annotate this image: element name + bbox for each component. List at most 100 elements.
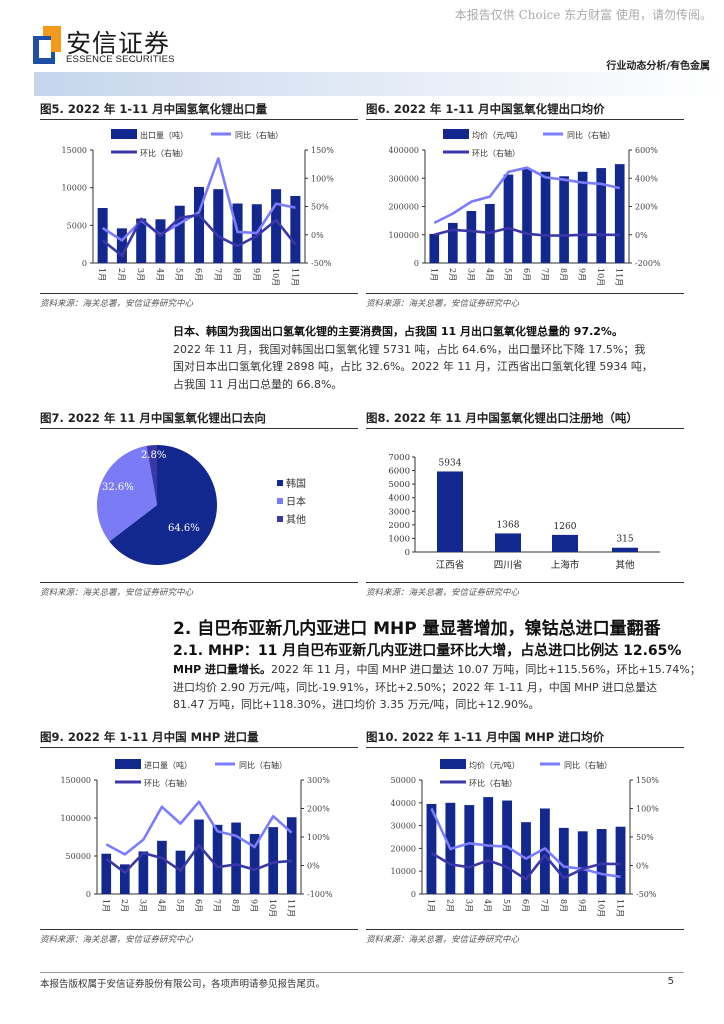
y-tick-label: 6000 (388, 467, 410, 477)
y-tick-label: 100000 (388, 231, 419, 240)
brand-name: 安信证券 (66, 29, 171, 58)
x-tick-label: 4月 (485, 268, 494, 281)
bar (503, 174, 514, 263)
y-tick-label: 7000 (388, 453, 410, 463)
x-tick-label: 4月 (483, 899, 492, 912)
pie-slice-3 (146, 445, 157, 505)
page-number: 5 (667, 976, 674, 987)
x-tick-label: 7月 (541, 268, 550, 281)
legend-label: 出口量（吨） (140, 130, 188, 140)
chart-export-registration: 7000 6000 5000 4000 3000 2000 1000 0 5934 江西省 1368… (388, 453, 660, 571)
bar (231, 822, 241, 894)
bar (119, 864, 130, 894)
x-tick-label: 5月 (502, 899, 511, 912)
mom-line (433, 226, 620, 237)
y2-tick-label: -100% (307, 890, 333, 899)
bar-value-label: 315 (616, 535, 633, 545)
x-tick-label: 10月 (596, 268, 605, 286)
paragraph-line: 2022 年 11 月，我国对韩国出口氢氧化锂 5731 吨，占比 64.6%，… (173, 342, 646, 356)
bar (249, 833, 260, 894)
y2-tick-label: 400% (635, 174, 658, 183)
chart-export-volume: 出口量（吨） 同比（右轴） 环比（右轴） 15000 10000 5000 0 150% 100… (62, 129, 334, 286)
bar (290, 195, 301, 263)
legend-swatch-bar (440, 759, 466, 769)
bar (268, 827, 279, 894)
figure-title: 图6. 2022 年 1-11 月中国氢氧化锂出口均价 (366, 101, 684, 120)
bar-value-label: 1260 (554, 522, 577, 532)
bar (194, 819, 204, 894)
x-tick-label: 10月 (268, 899, 277, 917)
y-tick-label: 3000 (388, 507, 410, 517)
y2-tick-label: 0% (636, 862, 649, 871)
x-tick-label: 2月 (448, 268, 457, 281)
x-tick-label: 8月 (559, 899, 568, 912)
yoy-line (430, 807, 621, 879)
section-heading: 2. 自巴布亚新几内亚进口 MHP 量显著增加，镍钴总进口量翻番 (173, 619, 661, 639)
x-tick-label: 10月 (597, 899, 606, 917)
y-tick-label: 30000 (391, 822, 416, 831)
y2-tick-label: 200% (307, 805, 330, 814)
bar (286, 817, 297, 894)
y2-tick-label: -200% (635, 259, 661, 268)
bar (157, 840, 167, 894)
figure-title: 图7. 2022 年 11 月中国氢氧化锂出口去向 (40, 410, 358, 429)
y-tick-label: 0 (82, 259, 87, 268)
x-tick-label: 11月 (287, 899, 296, 917)
source-note: 资料来源：海关总署，安信证券研究中心 (40, 293, 358, 309)
bar (429, 233, 440, 263)
legend-label: 环比（右轴） (469, 778, 517, 788)
mom-line (430, 851, 621, 881)
x-tick-label: 9月 (578, 899, 587, 912)
legend-label: 环比（右轴） (472, 148, 520, 158)
bar (271, 189, 282, 263)
y-tick-label: 0 (414, 259, 419, 268)
chart-mhp-volume: 进口量（吨） 同比（右轴） 环比（右轴） 150000 100000 50000 0 300%… (60, 759, 333, 917)
y-tick-label: 0 (86, 890, 91, 899)
pie-value-label: 2.8% (141, 450, 166, 461)
paragraph-lithium-export: 日本、韩国为我国出口氢氧化锂的主要消费国，占我国 11 月出口氢氧化锂总量的 9… (173, 323, 713, 393)
x-tick-label: 5月 (175, 268, 184, 281)
y-tick-label: 20000 (391, 844, 416, 853)
bar (101, 853, 112, 894)
bar (614, 164, 625, 263)
bar (522, 168, 532, 263)
bar (97, 208, 108, 263)
x-tick-label: 9月 (250, 899, 259, 912)
x-tick-label: 1月 (426, 899, 435, 912)
y-tick-label: 0 (411, 890, 416, 899)
x-tick-label: 3月 (136, 268, 145, 281)
paragraph-lead: 日本、韩国为我国出口氢氧化锂的主要消费国，占我国 11 月出口氢氧化锂总量的 9… (173, 325, 623, 338)
x-tick-label: 3月 (466, 268, 475, 281)
x-tick-label: 7月 (540, 899, 549, 912)
y2-tick-label: -50% (311, 259, 332, 268)
y-tick-label: 50000 (391, 776, 416, 785)
legend-swatch (277, 480, 283, 486)
legend-swatch-bar (443, 129, 469, 139)
bar (232, 203, 243, 263)
bar-value-label: 1368 (497, 520, 520, 530)
y-tick-label: 300000 (388, 174, 419, 183)
legend-label: 其他 (286, 513, 306, 526)
x-tick-label: 3月 (464, 899, 473, 912)
x-tick-label: 8月 (559, 268, 568, 281)
y2-tick-label: 600% (635, 146, 658, 155)
bar (577, 171, 588, 263)
bar (213, 189, 224, 263)
legend-label: 韩国 (286, 477, 306, 490)
chart-export-price: 均价（元/吨） 同比（右轴） 环比（右轴） 400000 300000 200000 100… (388, 129, 661, 286)
x-tick-label: 2月 (117, 268, 126, 281)
x-tick-label: 2月 (120, 899, 129, 912)
y2-tick-label: 150% (311, 146, 334, 155)
paragraph-line: 81.47 万吨，同比+118.30%，进口均价 3.35 万元/吨，同比+12… (173, 698, 540, 711)
bar (577, 831, 588, 894)
figure-title: 图9. 2022 年 1-11 月中国 MHP 进口量 (40, 729, 358, 748)
x-tick-label: 7月 (213, 268, 222, 281)
paragraph-line: 国对日本出口氢氧化锂 2898 吨，占比 32.6%。2022 年 11 月，江… (173, 360, 653, 373)
y2-tick-label: 100% (311, 174, 334, 183)
pie-slice-2 (97, 445, 157, 542)
x-tick-label: 4月 (157, 899, 166, 912)
paragraph-lead: MHP 进口量增长。 (173, 663, 272, 676)
x-tick-label: 1月 (429, 268, 438, 281)
x-tick-label: 9月 (252, 268, 261, 281)
